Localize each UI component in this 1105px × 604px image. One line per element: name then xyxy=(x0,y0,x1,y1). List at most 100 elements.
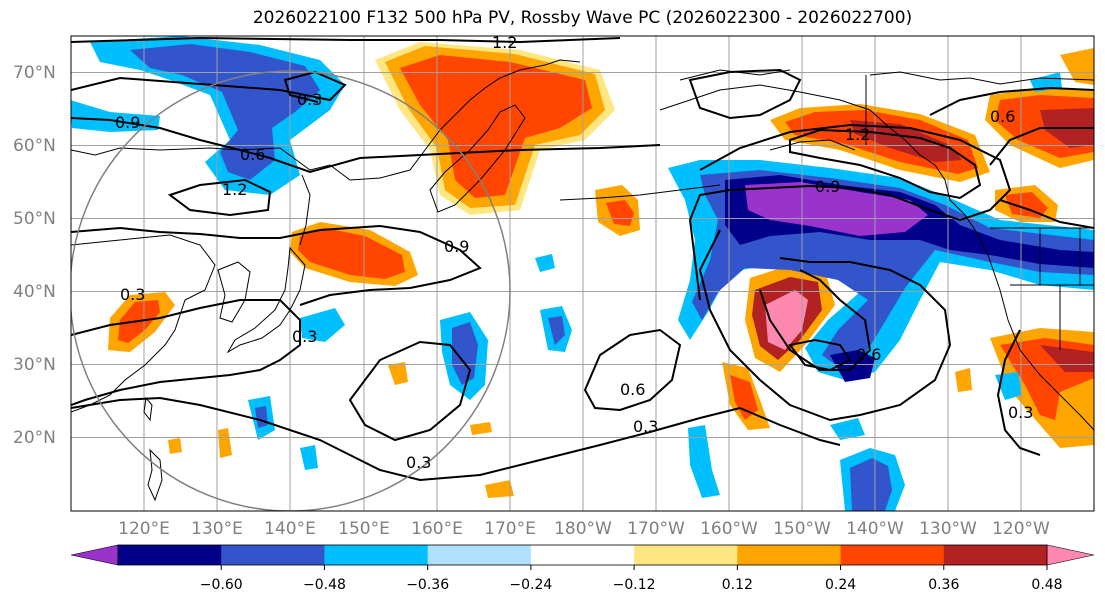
anomaly-blob-small-5 xyxy=(218,428,232,458)
contour-0-3-south xyxy=(71,396,741,482)
contour-arctic-east xyxy=(688,68,802,120)
map-frame xyxy=(70,35,1095,512)
anomaly-blob-japan-east-2-core xyxy=(548,316,565,345)
colorbar-segment xyxy=(943,545,1048,565)
anomaly-blob-japan-sea-core xyxy=(298,228,405,279)
contour-0-6-ne xyxy=(929,86,1094,116)
contour-1-2-east xyxy=(789,128,982,200)
lon-label: 150°W xyxy=(773,519,831,539)
contour-label-group: 1.2 0.3 0.9 0.6 1.2 0.3 0.9 0.3 0.6 0.3 … xyxy=(115,33,1033,472)
contour-label: 0.3 xyxy=(297,90,322,109)
colorbar-tick-label: 0.48 xyxy=(1031,577,1062,593)
colorbar-extend-high xyxy=(1046,544,1095,566)
lat-label: 40°N xyxy=(13,282,56,302)
colorbar-tick-label: 0.36 xyxy=(928,577,959,593)
anomaly-blob-npac-purple xyxy=(745,182,928,236)
contour-label: 1.2 xyxy=(845,125,870,144)
lon-label: 120°W xyxy=(992,519,1050,539)
coastlines xyxy=(71,59,1094,502)
anomaly-blob-small-neg-3 xyxy=(300,445,318,470)
colorbar-tick-label: −0.12 xyxy=(613,577,656,593)
colorbar-frame xyxy=(117,544,1048,566)
colorbar-ticks: −0.60 −0.48 −0.36 −0.24 −0.12 0.12 0.24 0.36 0.4… xyxy=(200,565,1063,593)
contour-label: 0.6 xyxy=(990,107,1015,126)
colorbar-segment xyxy=(118,545,222,565)
contour-0-3-mid-lobe xyxy=(348,340,472,442)
colorbar-tick-label: 0.24 xyxy=(825,577,856,593)
colorbar-segment xyxy=(324,545,429,565)
colorbar-segment xyxy=(221,545,325,565)
colorbar-extend-low xyxy=(70,544,119,566)
lat-label: 60°N xyxy=(13,136,56,156)
colorbar-segment xyxy=(634,545,738,565)
coastline-sakhalin xyxy=(299,174,311,246)
coastline-arctic-canada xyxy=(869,71,1094,85)
longitude-labels: 120°E 130°E 140°E 150°E 160°E 170°E 180°… xyxy=(118,519,1050,539)
contour-label: 0.6 xyxy=(856,345,881,364)
coastline-philippines xyxy=(147,448,163,502)
lat-label: 70°N xyxy=(13,63,56,83)
contour-0-9-west xyxy=(71,117,661,174)
anomaly-blob-small-4 xyxy=(485,480,514,498)
latitude-labels: 70°N 60°N 50°N 40°N 30°N 20°N xyxy=(13,63,56,448)
contour-label: 0.6 xyxy=(240,145,265,164)
anomaly-blob-small-2 xyxy=(388,362,408,385)
contour-0-3-east-lobe xyxy=(698,229,952,422)
contour-label: 0.9 xyxy=(115,113,140,132)
contour-label: 0.3 xyxy=(120,285,145,304)
contour-0-6-east xyxy=(759,269,872,371)
contour-label: 1.2 xyxy=(492,33,517,52)
contour-0-3-far-east xyxy=(996,329,1041,456)
colorbar-tick-label: −0.24 xyxy=(509,577,552,593)
anomaly-blob-small-3 xyxy=(470,422,492,435)
anomaly-blob-small-6 xyxy=(168,438,182,454)
anomaly-blob-small-7 xyxy=(955,368,972,392)
colorbar-segment xyxy=(427,545,532,565)
lon-label: 140°W xyxy=(846,519,904,539)
anomaly-blob-hawaii-north-core xyxy=(730,375,758,420)
anomaly-blob-small-neg-5 xyxy=(830,418,865,440)
pv-contours xyxy=(71,36,1094,482)
lon-label: 170°E xyxy=(484,519,536,539)
anomaly-blob-bc-core xyxy=(1005,192,1048,218)
contour-label: 0.3 xyxy=(406,453,431,472)
lon-label: 180°W xyxy=(554,519,612,539)
figure-title: 2026022100 F132 500 hPa PV, Rossby Wave … xyxy=(252,8,913,28)
contour-label: 0.6 xyxy=(620,380,645,399)
contour-0-3-hawaii xyxy=(739,407,841,446)
colorbar-tick-label: −0.36 xyxy=(406,577,449,593)
contour-1-2-low xyxy=(167,178,272,217)
colorbar-segment xyxy=(530,545,635,565)
contour-0-3-west xyxy=(71,299,301,406)
colorbar-segments xyxy=(118,545,1048,565)
anomaly-blob-nw-positive-red xyxy=(400,55,592,198)
contour-0-3-ne xyxy=(989,127,1094,166)
anomaly-blob-subtropical-east-pink xyxy=(765,290,808,350)
anomaly-blob-arctic-n xyxy=(1030,72,1062,92)
colorbar-segment xyxy=(840,545,945,565)
contour-label: 0.9 xyxy=(444,237,469,256)
lon-label: 170°W xyxy=(627,519,685,539)
colorbar-segment xyxy=(737,545,842,565)
lon-label: 130°E xyxy=(191,519,243,539)
coastline-korea xyxy=(217,261,251,323)
anomaly-blob-kuroshio xyxy=(300,308,345,342)
contour-north-0-3 xyxy=(71,70,347,103)
anomaly-blob-arctic-ne xyxy=(1060,48,1094,85)
lat-label: 50°N xyxy=(13,209,56,229)
pv-positive-shading xyxy=(108,42,1094,498)
colorbar-tick-label: −0.60 xyxy=(200,577,243,593)
contour-label: 0.3 xyxy=(292,327,317,346)
contour-label: 0.3 xyxy=(633,417,658,436)
contour-canada-east xyxy=(999,199,1094,229)
colorbar: −0.60 −0.48 −0.36 −0.24 −0.12 0.12 0.24 0.36 0.4… xyxy=(70,544,1095,593)
coastline-japan xyxy=(226,246,306,354)
contour-label: 0.9 xyxy=(815,177,840,196)
lon-label: 150°E xyxy=(338,519,390,539)
lat-label: 30°N xyxy=(13,355,56,375)
contour-0-9-mid xyxy=(71,224,482,306)
border-us-states xyxy=(1010,228,1094,350)
lon-label: 160°W xyxy=(700,519,758,539)
colorbar-tick-label: 0.12 xyxy=(722,577,753,593)
